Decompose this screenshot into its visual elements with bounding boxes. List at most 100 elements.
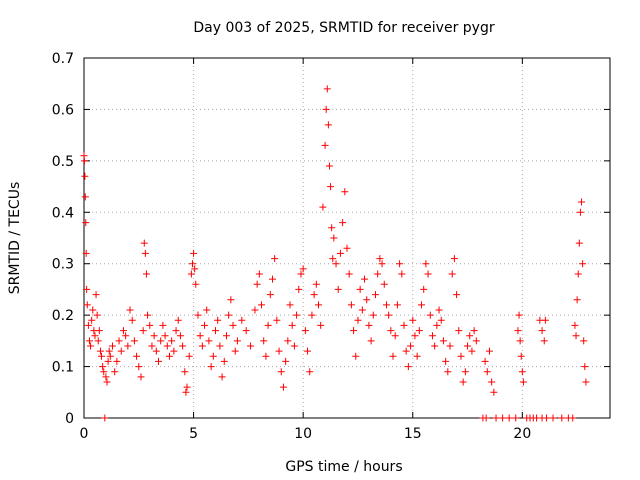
- data-point: [293, 311, 301, 319]
- data-point: [334, 285, 342, 293]
- data-point: [260, 337, 268, 345]
- data-point: [439, 337, 447, 345]
- data-point: [517, 352, 525, 360]
- data-point: [516, 337, 524, 345]
- data-point: [188, 260, 196, 268]
- data-point: [352, 352, 360, 360]
- data-point: [446, 342, 454, 350]
- data-point: [242, 327, 250, 335]
- data-point: [385, 311, 393, 319]
- x-tick-label: 0: [80, 426, 89, 442]
- data-point: [328, 224, 336, 232]
- data-point: [152, 347, 160, 355]
- data-point: [455, 327, 463, 335]
- data-point: [444, 368, 452, 376]
- data-point: [459, 378, 467, 386]
- data-point: [115, 337, 123, 345]
- data-point: [247, 342, 255, 350]
- data-point: [85, 337, 93, 345]
- data-point: [124, 342, 132, 350]
- data-point: [572, 332, 580, 340]
- data-point: [411, 332, 419, 340]
- data-point: [457, 352, 465, 360]
- data-point: [389, 352, 397, 360]
- data-point: [402, 347, 410, 355]
- data-point: [380, 280, 388, 288]
- data-point: [398, 270, 406, 278]
- data-point: [420, 285, 428, 293]
- data-point: [327, 183, 335, 191]
- data-point: [499, 414, 507, 422]
- data-point: [102, 373, 110, 381]
- gridlines: [84, 58, 610, 418]
- data-point: [312, 280, 320, 288]
- data-point: [391, 332, 399, 340]
- data-point: [82, 219, 90, 227]
- data-point: [415, 327, 423, 335]
- data-point: [468, 347, 476, 355]
- data-point: [519, 378, 527, 386]
- data-point: [209, 352, 217, 360]
- data-point: [286, 301, 294, 309]
- data-point: [297, 270, 305, 278]
- data-point: [437, 316, 445, 324]
- data-point: [89, 306, 97, 314]
- data-point: [515, 311, 523, 319]
- data-point: [538, 327, 546, 335]
- data-point: [205, 337, 213, 345]
- data-point: [505, 414, 513, 422]
- data-point: [315, 301, 323, 309]
- data-point: [301, 327, 309, 335]
- data-point: [426, 311, 434, 319]
- data-point: [264, 321, 272, 329]
- data-point: [378, 260, 386, 268]
- data-point: [142, 270, 150, 278]
- data-point: [108, 342, 116, 350]
- data-point: [365, 321, 373, 329]
- x-tick-label: 5: [189, 426, 198, 442]
- data-point: [225, 311, 233, 319]
- y-tick-label: 0.5: [52, 154, 74, 170]
- data-point: [453, 291, 461, 299]
- data-point: [356, 285, 364, 293]
- data-point: [191, 265, 199, 273]
- data-point: [396, 260, 404, 268]
- data-point: [187, 270, 195, 278]
- chart-title: Day 003 of 2025, SRMTID for receiver pyg…: [193, 20, 494, 36]
- data-point: [172, 327, 180, 335]
- data-point: [514, 327, 522, 335]
- data-point: [218, 373, 226, 381]
- data-point: [190, 249, 198, 257]
- data-point: [483, 368, 491, 376]
- data-point: [450, 255, 458, 263]
- data-point: [404, 363, 412, 371]
- data-point: [81, 172, 89, 180]
- data-point: [488, 378, 496, 386]
- data-point: [277, 368, 285, 376]
- data-point: [407, 342, 415, 350]
- data-point: [282, 357, 290, 365]
- data-point: [182, 388, 190, 396]
- data-point: [103, 378, 111, 386]
- y-tick-label: 0.3: [52, 257, 74, 273]
- data-point: [433, 321, 441, 329]
- data-point: [251, 306, 259, 314]
- data-point: [130, 337, 138, 345]
- data-point: [400, 321, 408, 329]
- data-point: [413, 352, 421, 360]
- data-point: [80, 157, 88, 165]
- data-point: [212, 327, 219, 335]
- data-point: [185, 352, 193, 360]
- data-point: [231, 347, 239, 355]
- data-point: [101, 414, 109, 422]
- data-point: [376, 255, 384, 263]
- data-point: [324, 121, 332, 129]
- data-point: [227, 296, 235, 304]
- data-point: [220, 357, 228, 365]
- data-point: [262, 352, 270, 360]
- data-point: [549, 414, 557, 422]
- data-point: [273, 316, 281, 324]
- data-point: [422, 260, 430, 268]
- data-point: [81, 193, 89, 201]
